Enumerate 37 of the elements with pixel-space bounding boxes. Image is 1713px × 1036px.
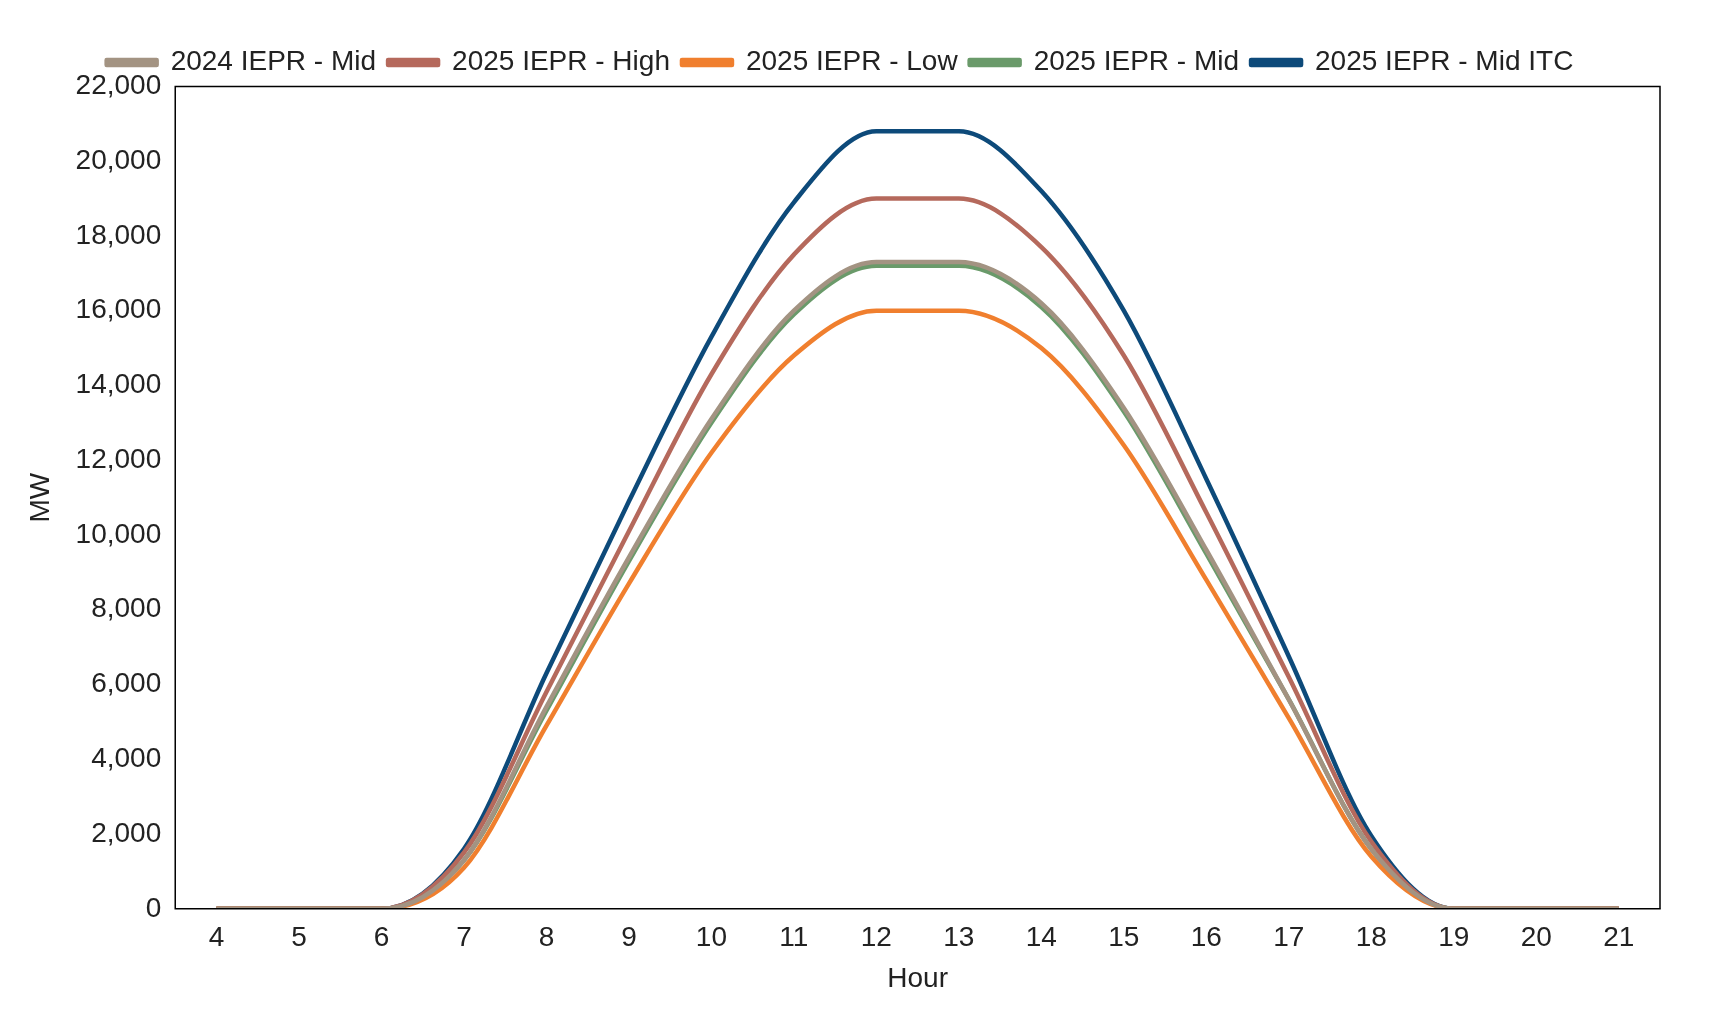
y-tick-label: 0 [145, 891, 162, 923]
x-tick-label: 5 [291, 921, 307, 953]
x-tick-label: 16 [1190, 921, 1222, 953]
x-tick-label: 7 [456, 921, 472, 953]
legend-label: 2025 IEPR - Mid [1033, 45, 1240, 77]
x-axis-title: Hour [887, 961, 948, 993]
y-tick-label: 14,000 [75, 368, 162, 400]
y-tick-label: 20,000 [75, 143, 162, 175]
y-tick-label: 16,000 [75, 293, 162, 325]
x-tick-label: 13 [943, 921, 975, 953]
y-tick-label: 8,000 [91, 592, 162, 624]
y-tick-label: 10,000 [75, 517, 162, 549]
x-tick-label: 6 [373, 921, 390, 953]
x-tick-label: 18 [1355, 921, 1387, 953]
x-tick-label: 9 [621, 921, 637, 953]
y-axis-title: MW [23, 472, 55, 523]
x-tick-label: 17 [1273, 921, 1305, 953]
x-tick-label: 4 [208, 921, 225, 953]
legend-label: 2025 IEPR - Low [745, 45, 959, 77]
x-tick-label: 10 [695, 921, 727, 953]
legend-label: 2025 IEPR - Mid ITC [1315, 45, 1574, 77]
legend-label: 2025 IEPR - High [452, 45, 670, 77]
y-tick-label: 4,000 [91, 741, 162, 773]
legend-label: 2024 IEPR - Mid [170, 45, 377, 77]
x-tick-label: 19 [1438, 921, 1470, 953]
x-tick-label: 12 [860, 921, 892, 953]
y-tick-label: 18,000 [75, 218, 162, 250]
y-tick-label: 2,000 [91, 816, 162, 848]
y-tick-label: 6,000 [91, 667, 162, 699]
x-tick-label: 11 [779, 921, 809, 953]
y-tick-label: 22,000 [75, 69, 162, 101]
y-tick-label: 12,000 [75, 442, 162, 474]
x-tick-label: 8 [538, 921, 555, 953]
x-tick-label: 14 [1025, 921, 1057, 953]
x-tick-label: 15 [1108, 921, 1140, 953]
x-tick-label: 21 [1603, 921, 1635, 953]
x-tick-label: 20 [1520, 921, 1552, 953]
